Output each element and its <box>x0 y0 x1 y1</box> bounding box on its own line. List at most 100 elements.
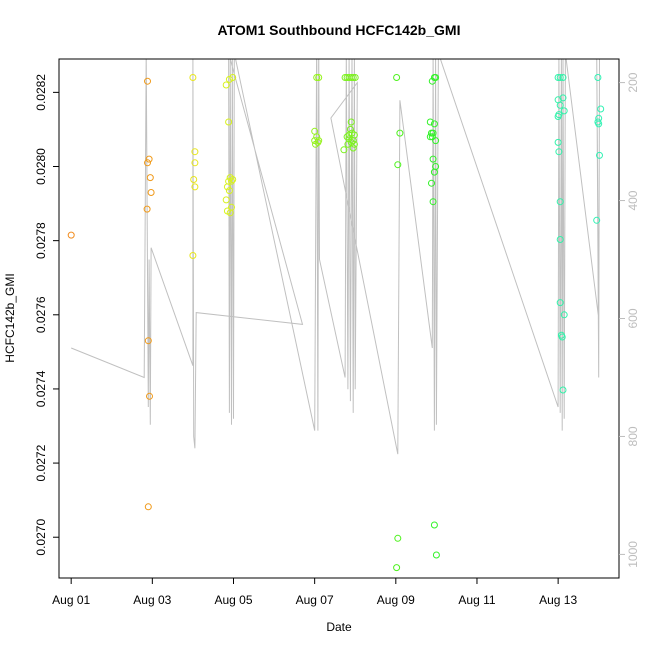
data-point <box>344 140 352 148</box>
data-point <box>594 74 602 81</box>
data-point <box>349 74 357 81</box>
y-tick-label: 0.0272 <box>34 444 48 481</box>
right-tick-label: 200 <box>626 72 640 92</box>
data-point <box>144 77 151 85</box>
y-tick-label: 0.0276 <box>34 296 48 333</box>
x-tick-label: Aug 03 <box>133 593 171 607</box>
data-point <box>393 564 401 572</box>
data-point <box>223 183 231 191</box>
data-point <box>393 74 401 81</box>
data-point <box>560 107 568 115</box>
data-point <box>225 118 233 126</box>
right-tick-label: 600 <box>626 308 640 328</box>
data-point <box>396 129 404 137</box>
data-point <box>189 74 197 81</box>
pressure-trace-layer <box>71 59 600 455</box>
data-point <box>343 133 351 141</box>
data-point <box>226 209 234 217</box>
data-point <box>190 176 198 183</box>
x-tick-label: Aug 09 <box>377 593 415 607</box>
data-point <box>340 146 348 154</box>
points-layer <box>67 74 605 572</box>
right-tick-label: 800 <box>626 426 640 446</box>
data-point <box>426 133 434 141</box>
data-point <box>229 74 237 81</box>
data-point <box>428 179 435 187</box>
data-point <box>558 333 566 341</box>
y-tick-label: 0.0282 <box>34 74 48 111</box>
data-point <box>229 176 237 183</box>
data-point <box>144 159 151 167</box>
data-point <box>430 120 438 128</box>
data-point <box>351 74 359 81</box>
data-point <box>432 551 440 559</box>
data-point <box>146 392 153 400</box>
data-point <box>394 161 402 169</box>
y-tick-label: 0.0278 <box>34 222 48 259</box>
data-point <box>597 105 605 113</box>
data-point <box>554 138 562 146</box>
data-point <box>394 534 402 542</box>
data-point <box>146 174 154 182</box>
data-point <box>428 129 435 137</box>
data-point <box>313 74 321 81</box>
data-point <box>430 168 438 176</box>
data-point <box>554 113 562 120</box>
data-point <box>559 94 567 102</box>
data-point <box>593 216 601 224</box>
data-point <box>144 503 152 511</box>
data-point <box>432 74 440 81</box>
x-axis-label: Date <box>326 620 352 634</box>
data-point <box>315 74 323 81</box>
data-point <box>191 148 199 156</box>
data-point <box>559 74 567 81</box>
x-tick-label: Aug 01 <box>52 593 90 607</box>
axes-layer: Aug 01 Aug 03 Aug 05 Aug 07 Aug 09 Aug 11 Aug … <box>34 58 640 607</box>
data-point <box>67 231 75 239</box>
y-tick-label: 0.0270 <box>34 519 48 556</box>
chart-title: ATOM1 Southbound HCFC142b_GMI <box>218 22 461 38</box>
x-tick-label: Aug 13 <box>539 593 577 607</box>
data-point <box>222 81 230 89</box>
data-point <box>145 155 153 163</box>
data-point <box>595 120 603 128</box>
data-point <box>556 299 564 307</box>
data-point <box>430 521 438 529</box>
data-point <box>560 311 568 319</box>
data-point <box>225 187 233 195</box>
data-point <box>222 196 230 204</box>
data-point <box>349 137 357 145</box>
x-tick-label: Aug 07 <box>296 593 334 607</box>
data-point <box>189 252 197 259</box>
y-axis-label: HCFC142b_GMI <box>3 273 17 362</box>
y-tick-label: 0.0274 <box>34 370 48 407</box>
x-tick-label: Aug 05 <box>214 593 252 607</box>
data-point <box>191 183 199 191</box>
data-point <box>554 74 562 81</box>
data-point <box>143 205 151 213</box>
data-point <box>315 137 323 145</box>
pressure-trace-line <box>71 59 600 455</box>
right-tick-label: 400 <box>626 190 640 210</box>
data-point <box>556 236 564 243</box>
data-point <box>147 189 155 196</box>
data-point <box>426 118 434 126</box>
data-point <box>228 177 235 185</box>
data-point <box>429 198 437 206</box>
data-point <box>191 159 199 167</box>
x-tick-label: Aug 11 <box>458 593 495 607</box>
data-point <box>347 118 355 126</box>
data-point <box>556 101 564 109</box>
data-point <box>555 148 563 156</box>
data-point <box>596 151 603 159</box>
data-point <box>432 137 440 145</box>
data-point <box>144 337 152 345</box>
y-tick-label: 0.0280 <box>34 148 48 185</box>
data-point <box>347 74 355 81</box>
data-point <box>556 198 564 206</box>
data-point <box>559 386 567 394</box>
data-point <box>556 74 564 81</box>
plot-frame <box>58 58 620 579</box>
data-point <box>349 144 357 152</box>
